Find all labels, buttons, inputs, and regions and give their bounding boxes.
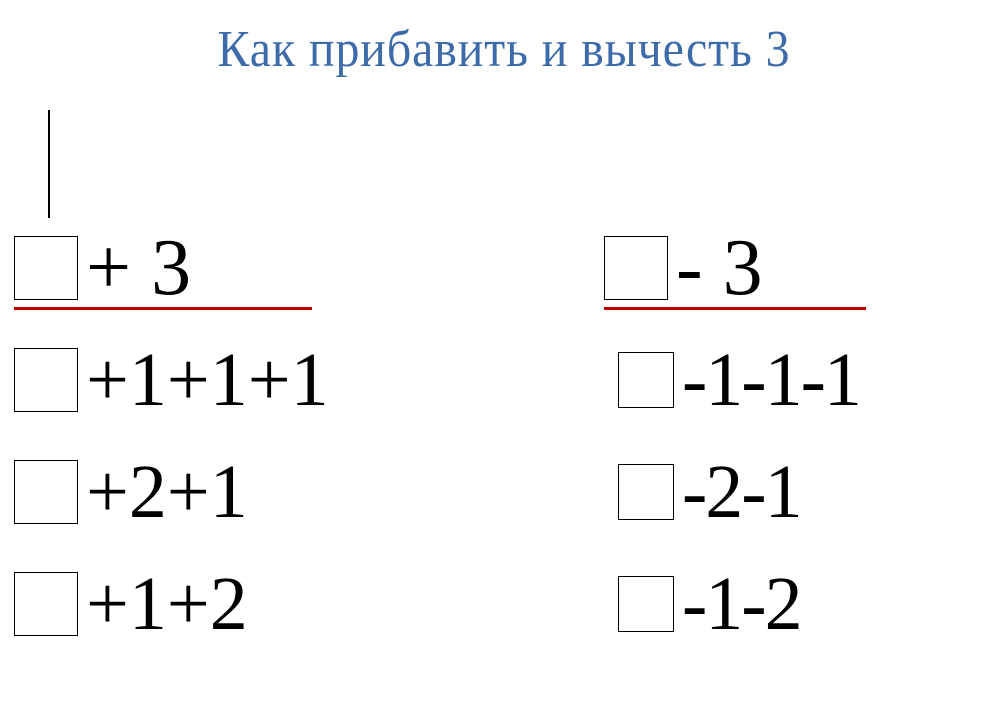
subtraction-expr-1: -1-1-1 bbox=[682, 342, 860, 418]
blank-box bbox=[604, 236, 668, 300]
blank-box bbox=[618, 576, 674, 632]
addition-expr-3: +1+2 bbox=[86, 566, 248, 642]
blank-box bbox=[14, 460, 78, 524]
addition-expr-2: +2+1 bbox=[86, 454, 248, 530]
blank-box bbox=[14, 236, 78, 300]
subtraction-row: -1-2 bbox=[604, 561, 1008, 647]
blank-box bbox=[618, 464, 674, 520]
subtraction-expr-2: -2-1 bbox=[682, 454, 801, 530]
text-cursor bbox=[48, 110, 50, 218]
subtraction-row: -1-1-1 bbox=[604, 337, 1008, 423]
blank-box bbox=[14, 348, 78, 412]
subtraction-header-row: - 3 bbox=[604, 225, 1008, 311]
addition-column: + 3 +1+1+1 +2+1 +1+2 bbox=[14, 225, 454, 647]
subtraction-row: -2-1 bbox=[604, 449, 1008, 535]
red-underline bbox=[604, 307, 866, 310]
blank-box bbox=[618, 352, 674, 408]
addition-header-expr: + 3 bbox=[86, 228, 191, 308]
red-underline bbox=[14, 307, 312, 310]
addition-row: +1+1+1 bbox=[14, 337, 454, 423]
subtraction-header-expr: - 3 bbox=[676, 228, 763, 308]
subtraction-column: - 3 -1-1-1 -2-1 -1-2 bbox=[604, 225, 1008, 647]
addition-row: +2+1 bbox=[14, 449, 454, 535]
addition-row: +1+2 bbox=[14, 561, 454, 647]
content-area: + 3 +1+1+1 +2+1 +1+2 - 3 -1-1-1 -2-1 bbox=[0, 225, 1008, 647]
subtraction-expr-3: -1-2 bbox=[682, 566, 801, 642]
addition-header-row: + 3 bbox=[14, 225, 454, 311]
blank-box bbox=[14, 572, 78, 636]
page-title: Как прибавить и вычесть 3 bbox=[40, 20, 967, 79]
addition-expr-1: +1+1+1 bbox=[86, 342, 329, 418]
